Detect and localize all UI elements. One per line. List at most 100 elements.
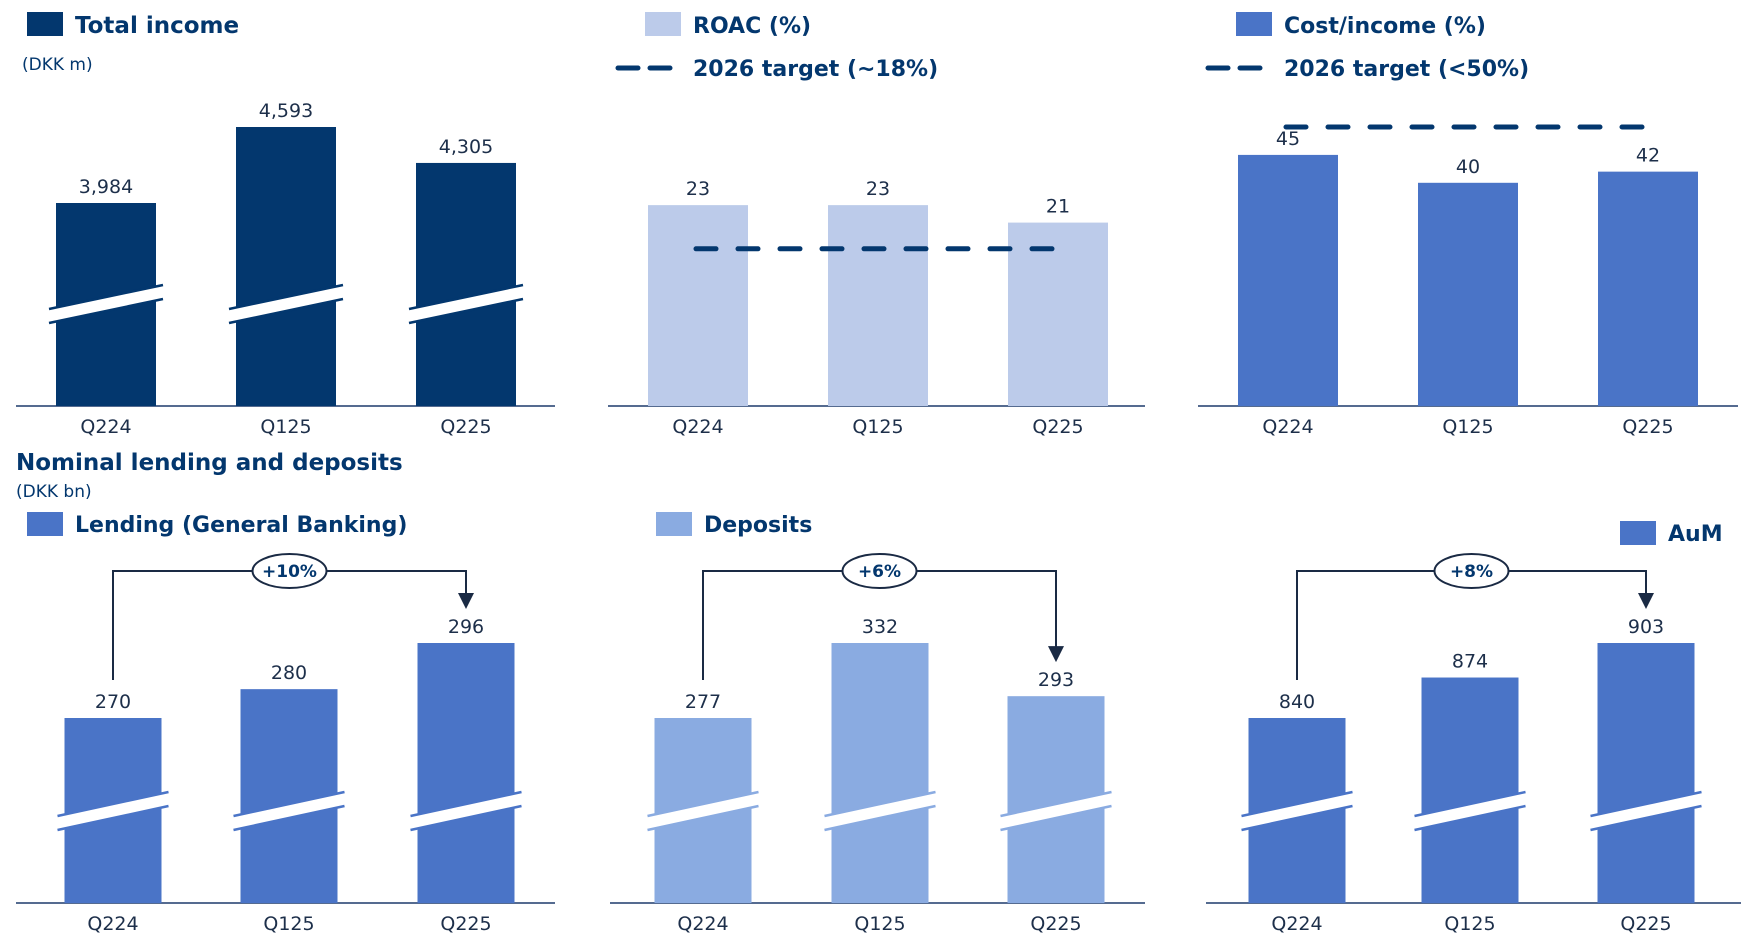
tick-label: Q224: [1271, 913, 1322, 933]
tick-label: Q125: [260, 416, 311, 438]
axis-break-line: [233, 804, 345, 832]
change-label: +8%: [1450, 562, 1493, 582]
axis-break-line: [647, 804, 759, 832]
legend-swatch-lending: [27, 512, 63, 536]
bar-q224: [648, 205, 748, 406]
axis-break-gap: [409, 285, 523, 323]
axis-break-line: [647, 790, 759, 818]
value-label: 903: [1628, 616, 1664, 638]
bar-q225: [1597, 643, 1695, 903]
tick-label: Q224: [672, 416, 723, 438]
value-label: 45: [1276, 128, 1300, 150]
axis-break-gap: [410, 792, 522, 830]
change-arrowhead: [1048, 646, 1064, 663]
axis-break-line: [1414, 804, 1526, 832]
axis-break-line: [48, 283, 164, 311]
value-label: 293: [1038, 669, 1074, 691]
bar-q225: [1598, 171, 1698, 406]
axis-break-line: [824, 790, 936, 818]
value-label: 4,305: [439, 136, 493, 158]
roac-target-legend-label: 2026 target (~18%): [693, 57, 938, 82]
axis-break-line: [1414, 790, 1526, 818]
axis-break-line: [410, 804, 522, 832]
tick-label: Q224: [1262, 416, 1313, 438]
axis-break-line: [1590, 790, 1702, 818]
tick-label: Q125: [854, 913, 905, 933]
roac-legend-label: ROAC (%): [693, 14, 811, 39]
tick-label: Q225: [440, 416, 491, 438]
total-income-title: Total income: [75, 13, 239, 39]
tick-label: Q225: [1622, 416, 1673, 438]
tick-label: Q225: [1030, 913, 1081, 933]
legend-swatch-roac: [645, 12, 681, 36]
lending-deposits-unit: (DKK bn): [16, 482, 92, 502]
change-pill: [841, 553, 918, 589]
tick-label: Q125: [1442, 416, 1493, 438]
value-label: 840: [1279, 691, 1315, 713]
tick-label: Q225: [1620, 913, 1671, 933]
value-label: 21: [1046, 196, 1070, 218]
bar-q125: [1418, 182, 1518, 406]
axis-break-gap: [1241, 792, 1353, 830]
axis-break-gap: [229, 285, 343, 323]
value-label: 3,984: [79, 176, 133, 198]
chart-lending: 270 Q224 280 Q125 296 Q225 +10%: [16, 553, 555, 933]
axis-break-gap: [1590, 792, 1702, 830]
deposits-legend-label: Deposits: [704, 513, 812, 538]
axis-break-gap: [1414, 792, 1526, 830]
axis-break-line: [48, 297, 164, 325]
change-pill: [251, 553, 328, 589]
axis-break-gap: [647, 792, 759, 830]
cost-income-legend-label: Cost/income (%): [1284, 14, 1486, 39]
change-arrowhead: [1638, 593, 1654, 609]
change-arrowhead: [458, 593, 474, 609]
bar-q224: [1238, 154, 1338, 406]
tick-label: Q225: [440, 913, 491, 933]
axis-break-line: [233, 790, 345, 818]
axis-break-line: [1590, 804, 1702, 832]
tick-label: Q125: [852, 416, 903, 438]
axis-break-gap: [824, 792, 936, 830]
chart-cost-income: 45 Q224 40 Q125 42 Q225: [1198, 124, 1738, 438]
value-label: 874: [1452, 651, 1488, 673]
chart-aum: 840 Q224 874 Q125 903 Q225 +8%: [1206, 553, 1741, 933]
change-label: +6%: [858, 562, 901, 582]
axis-break-line: [408, 297, 524, 325]
bar-q125: [236, 127, 336, 406]
value-label: 296: [448, 616, 484, 638]
tick-label: Q224: [87, 913, 138, 933]
bar-q225: [417, 643, 515, 903]
charts-group: 3,984Q2244,593Q1254,305Q22523Q22423Q1252…: [16, 100, 1741, 933]
tick-label: Q125: [263, 913, 314, 933]
value-label: 42: [1636, 145, 1660, 167]
axis-break-line: [57, 804, 169, 832]
axis-break-gap: [49, 285, 163, 323]
chart-total-income: 3,984 Q224 4,593 Q125 4,305 Q225: [16, 100, 555, 438]
tick-label: Q224: [80, 416, 131, 438]
axis-break-line: [228, 283, 344, 311]
value-label: 277: [685, 691, 721, 713]
value-label: 270: [95, 691, 131, 713]
value-label: 4,593: [259, 100, 313, 122]
axis-break-gap: [1000, 792, 1112, 830]
value-label: 23: [866, 178, 890, 200]
legend-swatch-cost-income: [1236, 12, 1272, 36]
chart-deposits: 277 Q224 332 Q125 293 Q225 +6%: [610, 553, 1145, 933]
lending-deposits-title: Nominal lending and deposits: [16, 450, 403, 476]
bar-q125: [1421, 677, 1519, 903]
axis-break-line: [410, 790, 522, 818]
axis-break-line: [1000, 790, 1112, 818]
legend-swatch-total-income: [27, 12, 63, 36]
bar-q125: [831, 643, 929, 903]
axis-break-gap: [233, 792, 345, 830]
change-pill: [1433, 553, 1510, 589]
axis-break-line: [824, 804, 936, 832]
tick-label: Q125: [1444, 913, 1495, 933]
lending-legend-label: Lending (General Banking): [75, 513, 407, 538]
value-label: 280: [271, 662, 307, 684]
legend-swatch-aum: [1620, 521, 1656, 545]
chart-roac: 23 Q224 23 Q125 21 Q225: [608, 178, 1145, 438]
axis-break-line: [57, 790, 169, 818]
bar-q125: [828, 205, 928, 406]
